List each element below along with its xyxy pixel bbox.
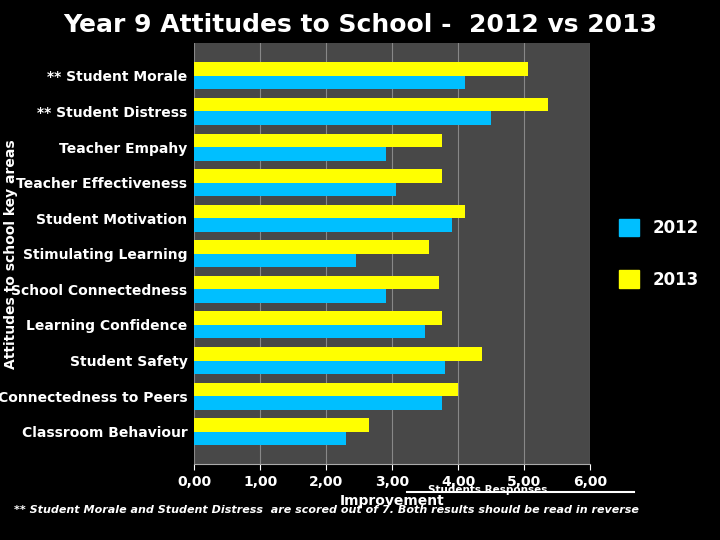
Bar	[194, 183, 396, 196]
Bar	[194, 396, 442, 410]
Text: Students Responses: Students Responses	[428, 485, 548, 495]
Bar	[194, 418, 369, 432]
Bar	[194, 383, 459, 396]
Bar	[194, 254, 356, 267]
Text: ** Student Morale and Student Distress  are scored out of 7. Both results should: ** Student Morale and Student Distress a…	[14, 505, 639, 515]
Text: Attitudes to school key areas: Attitudes to school key areas	[4, 139, 18, 369]
Bar	[194, 325, 426, 339]
Bar	[194, 111, 492, 125]
Bar	[194, 205, 465, 218]
Bar	[194, 289, 386, 303]
Bar	[194, 76, 465, 90]
Text: Year 9 Attitudes to School -  2012 vs 2013: Year 9 Attitudes to School - 2012 vs 201…	[63, 14, 657, 37]
Legend: 2012, 2013: 2012, 2013	[611, 211, 707, 297]
Bar	[194, 62, 528, 76]
Bar	[194, 98, 547, 111]
Bar	[194, 218, 452, 232]
Bar	[194, 276, 438, 289]
Bar	[194, 133, 442, 147]
Bar	[194, 347, 482, 361]
Bar	[194, 240, 428, 254]
Bar	[194, 147, 386, 160]
X-axis label: Improvement: Improvement	[340, 495, 445, 508]
Bar	[194, 432, 346, 445]
Bar	[194, 361, 445, 374]
Bar	[194, 312, 442, 325]
Bar	[194, 169, 442, 183]
